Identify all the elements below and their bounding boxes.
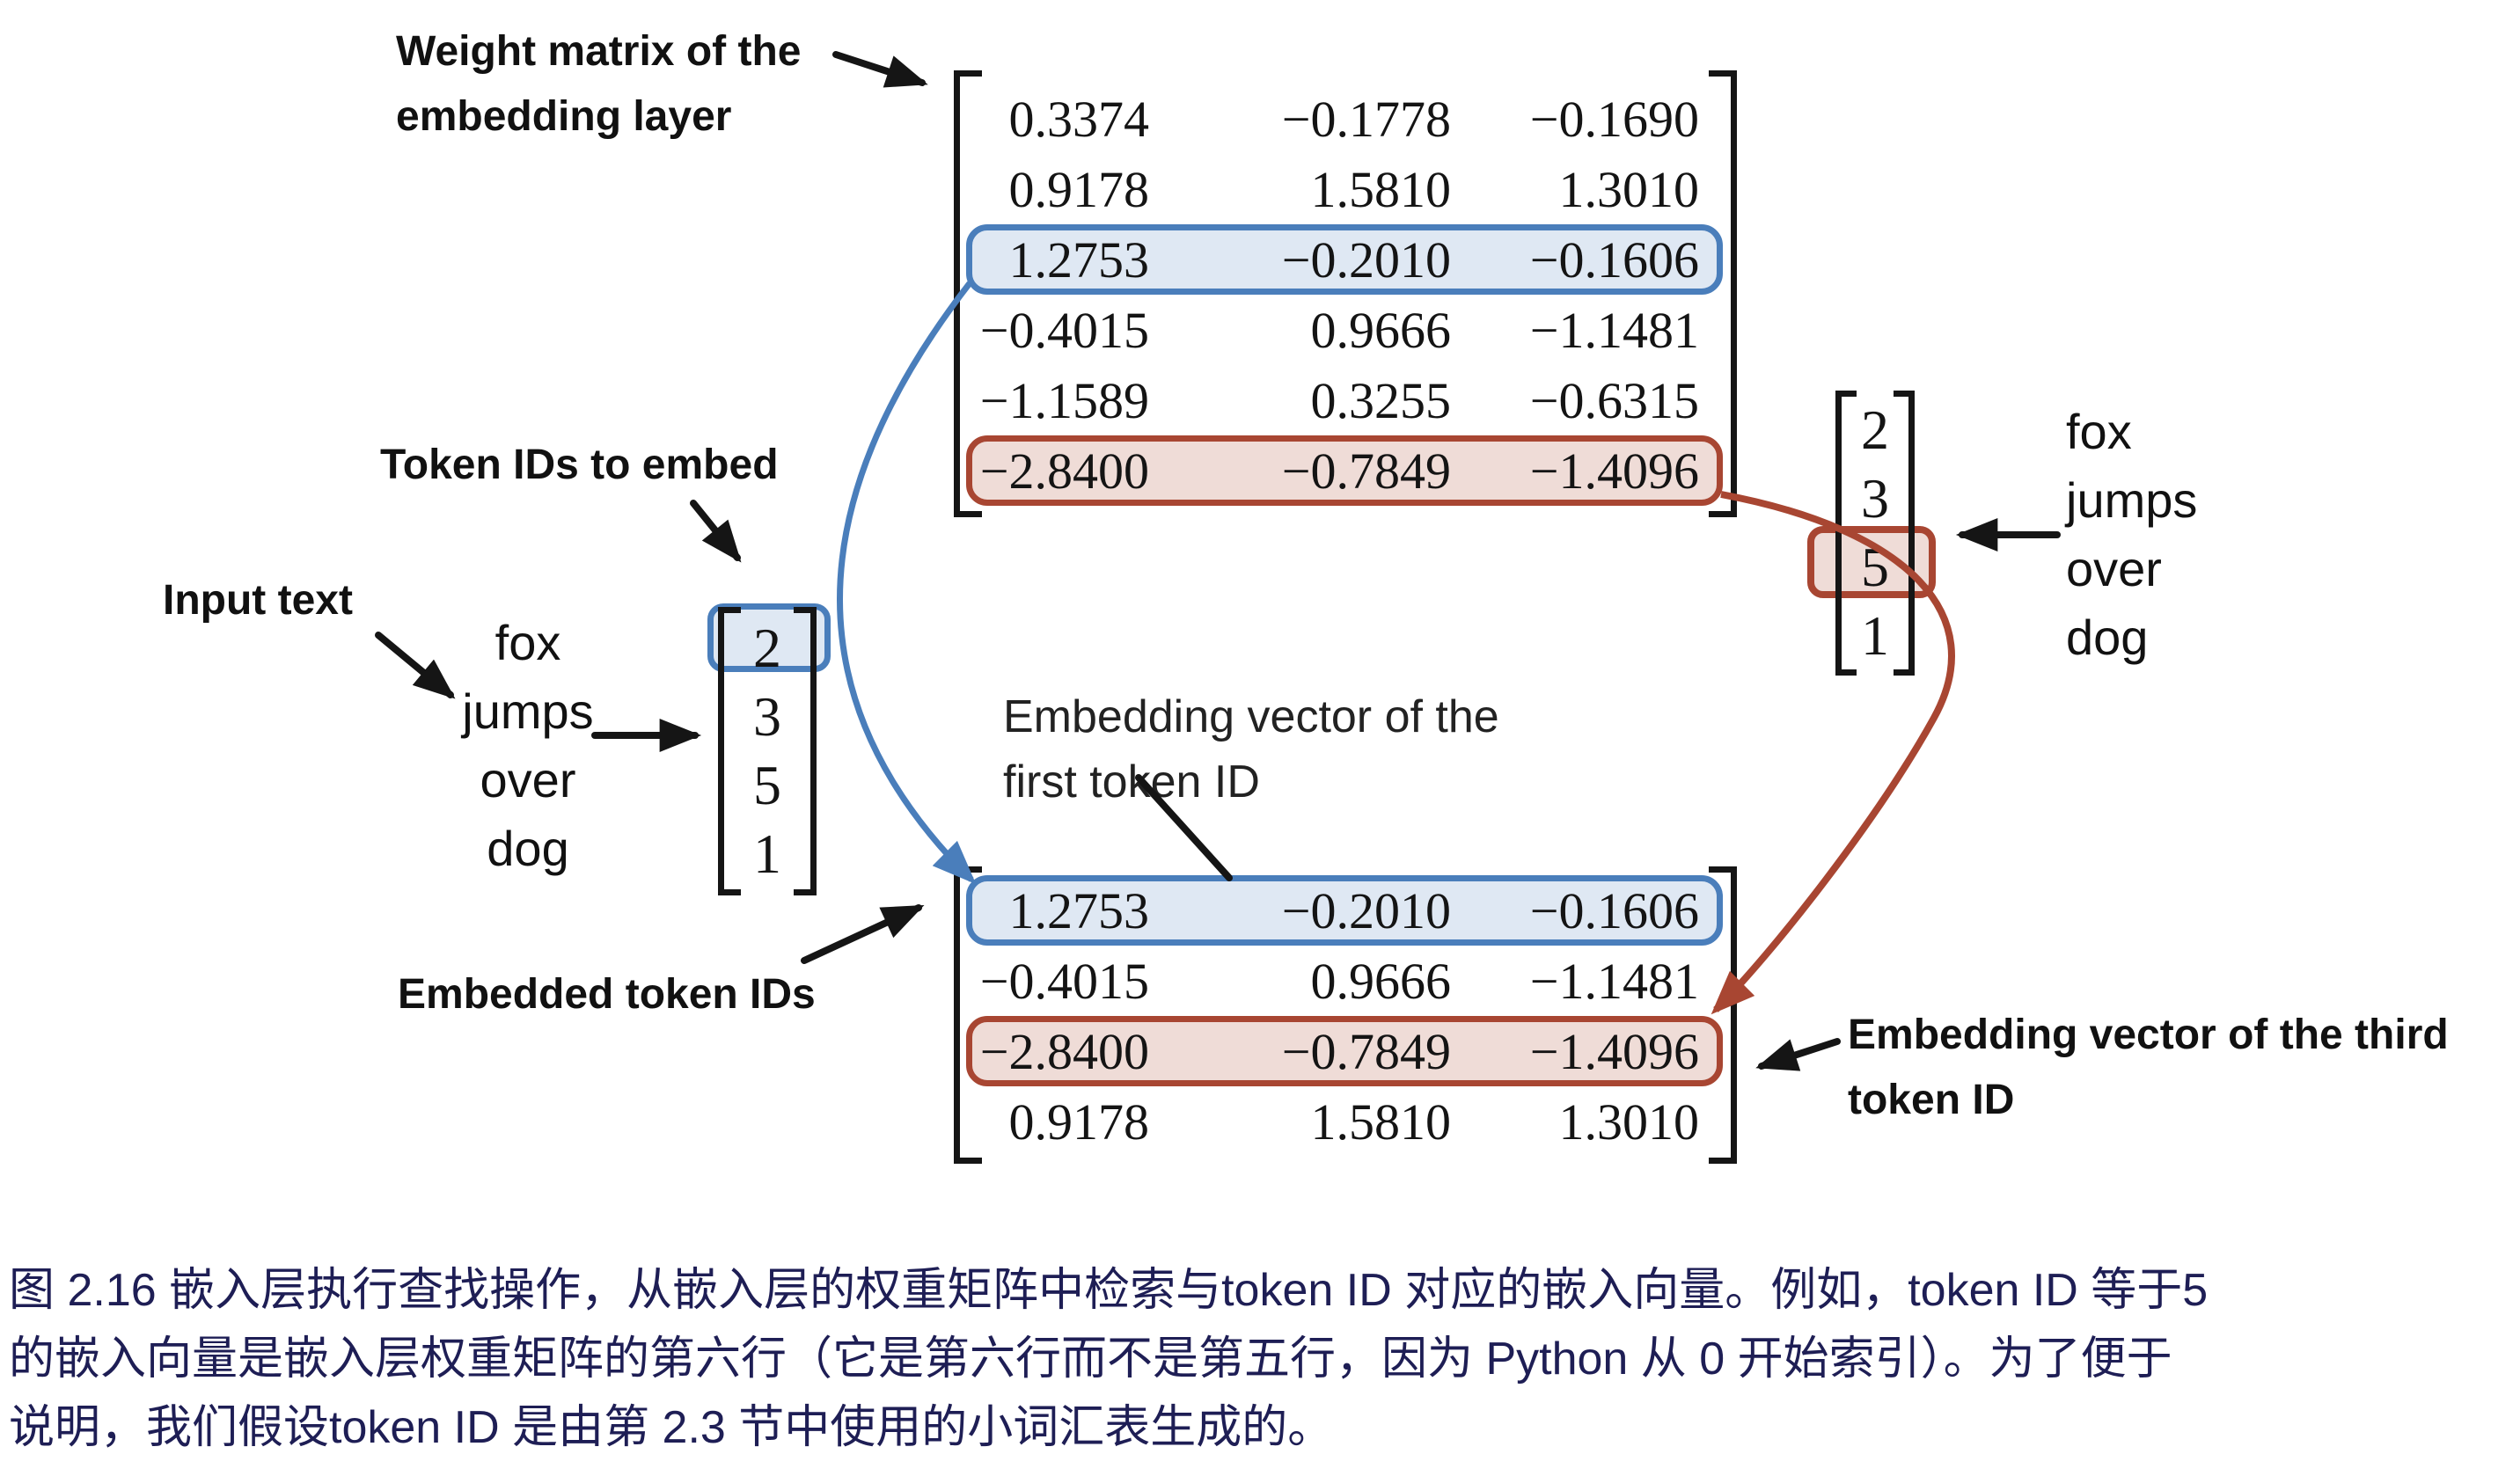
matrix-cell: −0.4015 [979, 953, 1149, 1010]
word-fox: fox [2066, 404, 2132, 459]
matrix-cell: 0.9178 [1008, 161, 1150, 218]
matrix-cell: −1.4096 [1529, 1023, 1699, 1080]
token-id-value: 3 [1861, 467, 1889, 530]
matrix-cell: −2.8400 [979, 1023, 1149, 1080]
word-dog: dog [2066, 610, 2149, 665]
embedded-token-ids-arrow [801, 904, 925, 964]
token-id-value: 5 [753, 754, 781, 816]
weight-matrix-row: −0.4015 0.9666 −1.1481 [966, 295, 1723, 365]
caption-line-2: 的嵌入向量是嵌入层权重矩阵的第六行（它是第六行而不是第五行，因为 Python … [9, 1334, 2172, 1385]
embedding-first-label-line2: first token ID [1003, 756, 1260, 807]
input-words-list: fox jumps over dog [414, 609, 642, 883]
word-fox: fox [494, 615, 561, 670]
weight-matrix-row-highlight-red: −2.8400 −0.7849 −1.4096 [966, 435, 1723, 506]
word-jumps: jumps [2066, 472, 2198, 528]
output-matrix-row: −0.4015 0.9666 −1.1481 [966, 946, 1723, 1016]
matrix-cell: −0.7849 [1281, 442, 1451, 500]
matrix-cell: 1.3010 [1558, 1093, 1700, 1151]
weight-matrix: 0.3374 −0.1778 −0.1690 0.9178 1.5810 1.3… [966, 84, 1723, 506]
matrix-cell: −1.1481 [1529, 953, 1699, 1010]
output-matrix-row-highlight-red: −2.8400 −0.7849 −1.4096 [966, 1016, 1723, 1086]
matrix-cell: −0.2010 [1281, 231, 1451, 289]
embedding-first-label: Embedding vector of the first token ID [1003, 684, 1499, 815]
token-id-value: 2 [753, 617, 781, 679]
token-2-highlight-box [707, 603, 831, 672]
matrix-cell: 0.3374 [1008, 91, 1150, 148]
left-vector-bracket-left [718, 607, 741, 895]
embedding-third-arrow [1755, 1038, 1841, 1071]
matrix-cell: 0.9178 [1008, 1093, 1150, 1151]
matrix-cell: −2.8400 [979, 442, 1149, 500]
matrix-cell: −1.1589 [979, 372, 1149, 429]
output-matrix: 1.2753 −0.2010 −0.1606 −0.4015 0.9666 −1… [966, 875, 1723, 1157]
matrix-cell: 0.3255 [1310, 372, 1452, 429]
matrix-cell: −0.6315 [1529, 372, 1699, 429]
matrix-cell: −0.1606 [1529, 882, 1699, 939]
matrix-cell: 1.5810 [1310, 1093, 1452, 1151]
weight-matrix-label: Weight matrix of the embedding layer [396, 19, 801, 150]
matrix-cell: −0.2010 [1281, 882, 1451, 939]
token-id-value: 1 [753, 822, 781, 885]
embedding-first-label-line1: Embedding vector of the [1003, 691, 1499, 742]
weight-matrix-row: 0.3374 −0.1778 −0.1690 [966, 84, 1723, 154]
matrix-cell: 1.2753 [1008, 882, 1150, 939]
matrix-cell: −0.1690 [1529, 91, 1699, 148]
weight-matrix-row: −1.1589 0.3255 −0.6315 [966, 365, 1723, 435]
word-dog: dog [487, 821, 569, 876]
input-words-list-right: fox jumps over dog [2066, 398, 2330, 672]
blue-lookup-curve [837, 281, 977, 885]
token-id-value: 1 [1861, 604, 1889, 667]
matrix-cell: −1.1481 [1529, 302, 1699, 359]
weight-matrix-label-line2: embedding layer [396, 93, 732, 140]
matrix-cell: 1.5810 [1310, 161, 1452, 218]
caption-line-1: 图 2.16 嵌入层执行查找操作，从嵌入层的权重矩阵中检索与token ID 对… [9, 1265, 2209, 1316]
word-over: over [2066, 541, 2162, 596]
matrix-cell: −0.1606 [1529, 231, 1699, 289]
token-id-value: 5 [1861, 536, 1889, 598]
weight-matrix-row-highlight-blue: 1.2753 −0.2010 −0.1606 [966, 224, 1723, 295]
token-id-value: 2 [1861, 398, 1889, 461]
left-vector-bracket-right [794, 607, 817, 895]
matrix-cell: 1.3010 [1558, 161, 1700, 218]
matrix-cell: 1.2753 [1008, 231, 1150, 289]
matrix-cell: −1.4096 [1529, 442, 1699, 500]
matrix-cell: −0.1778 [1281, 91, 1451, 148]
word-jumps: jumps [462, 683, 594, 739]
token-id-vector-left: 2 3 5 1 [718, 614, 817, 888]
embedding-third-label-line2: token ID [1848, 1077, 2015, 1123]
word-over: over [480, 752, 576, 807]
token-ids-label: Token IDs to embed [380, 442, 779, 488]
caption-line-3: 说明，我们假设token ID 是由第 2.3 节中使用的小词汇表生成的。 [9, 1402, 1334, 1453]
output-matrix-row-highlight-blue: 1.2753 −0.2010 −0.1606 [966, 875, 1723, 946]
token-ids-arrow [690, 500, 742, 563]
matrix-cell: −0.7849 [1281, 1023, 1451, 1080]
weight-matrix-row: 0.9178 1.5810 1.3010 [966, 154, 1723, 224]
token-id-vector-right: 2 3 5 1 [1835, 396, 1915, 670]
weight-matrix-arrow [832, 51, 928, 88]
matrix-cell: −0.4015 [979, 302, 1149, 359]
matrix-cell: 0.9666 [1310, 953, 1452, 1010]
embedded-token-ids-label: Embedded token IDs [398, 971, 816, 1018]
embedding-third-label-line1: Embedding vector of the third [1848, 1012, 2449, 1058]
matrix-cell: 0.9666 [1310, 302, 1452, 359]
embedding-third-label: Embedding vector of the third token ID [1848, 1003, 2449, 1133]
weight-matrix-label-line1: Weight matrix of the [396, 28, 802, 75]
input-text-label: Input text [163, 577, 353, 624]
figure-caption: 图 2.16 嵌入层执行查找操作，从嵌入层的权重矩阵中检索与token ID 对… [9, 1256, 2515, 1462]
token-id-value: 3 [753, 685, 781, 748]
output-matrix-row: 0.9178 1.5810 1.3010 [966, 1086, 1723, 1157]
